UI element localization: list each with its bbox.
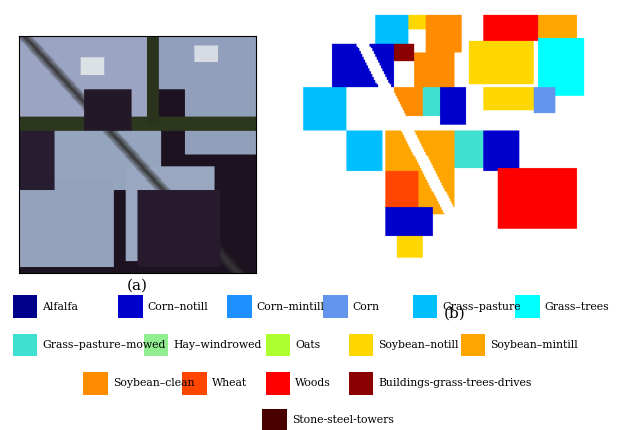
FancyBboxPatch shape — [461, 334, 485, 356]
Text: Grass–pasture–mowed: Grass–pasture–mowed — [42, 340, 166, 350]
FancyBboxPatch shape — [515, 295, 540, 318]
FancyBboxPatch shape — [349, 334, 373, 356]
Text: Soybean–clean: Soybean–clean — [113, 378, 194, 388]
FancyBboxPatch shape — [323, 295, 348, 318]
FancyBboxPatch shape — [262, 408, 287, 430]
Text: Oats: Oats — [295, 340, 320, 350]
FancyBboxPatch shape — [118, 295, 143, 318]
FancyBboxPatch shape — [13, 295, 37, 318]
Text: Stone-steel-towers: Stone-steel-towers — [292, 415, 394, 425]
FancyBboxPatch shape — [13, 334, 37, 356]
Text: Wheat: Wheat — [212, 378, 247, 388]
FancyBboxPatch shape — [266, 372, 290, 395]
FancyBboxPatch shape — [182, 372, 207, 395]
Text: Alfalfa: Alfalfa — [42, 301, 78, 312]
FancyBboxPatch shape — [227, 295, 252, 318]
Text: Corn–notill: Corn–notill — [148, 301, 209, 312]
Text: Hay–windrowed: Hay–windrowed — [173, 340, 262, 350]
Text: Grass–pasture: Grass–pasture — [442, 301, 521, 312]
FancyBboxPatch shape — [144, 334, 168, 356]
Text: Corn: Corn — [353, 301, 380, 312]
Text: Buildings-grass-trees-drives: Buildings-grass-trees-drives — [378, 378, 532, 388]
FancyBboxPatch shape — [83, 372, 108, 395]
X-axis label: (b): (b) — [444, 307, 465, 320]
Text: Grass–trees: Grass–trees — [545, 301, 609, 312]
Text: Woods: Woods — [295, 378, 331, 388]
Text: Soybean–notill: Soybean–notill — [378, 340, 459, 350]
X-axis label: (a): (a) — [127, 279, 148, 293]
Text: Corn–mintill: Corn–mintill — [257, 301, 324, 312]
Text: Soybean–mintill: Soybean–mintill — [490, 340, 578, 350]
FancyBboxPatch shape — [349, 372, 373, 395]
FancyBboxPatch shape — [413, 295, 437, 318]
FancyBboxPatch shape — [266, 334, 290, 356]
